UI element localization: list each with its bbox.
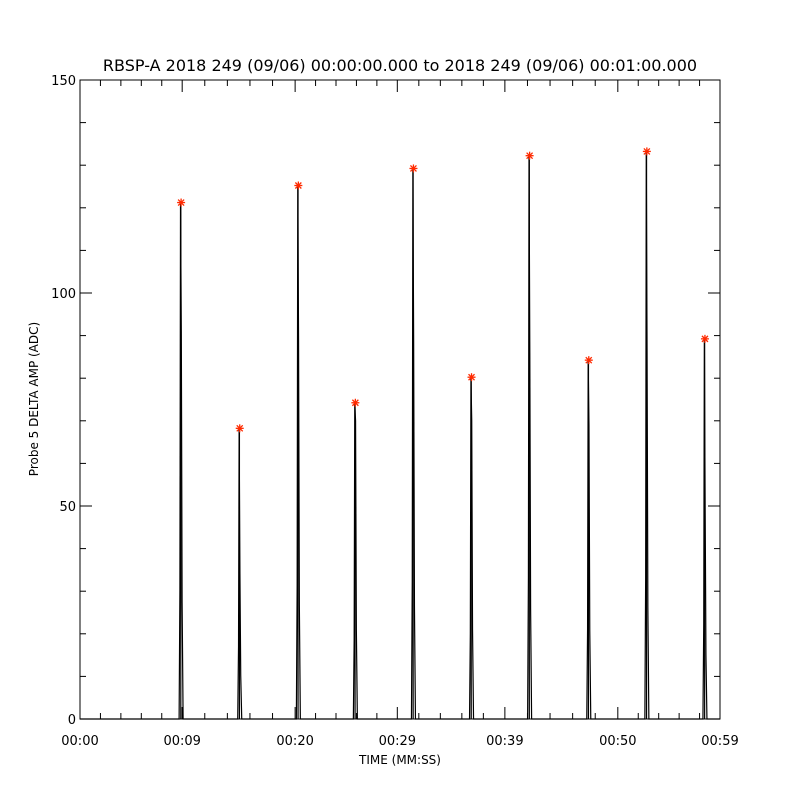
x-tick-label: 00:59 [701,734,738,749]
peak-marker [177,198,186,207]
x-tick-label: 00:20 [276,734,313,749]
y-tick-label: 100 [51,287,76,302]
plot-frame [79,79,721,720]
y-tick-label: 0 [68,713,76,728]
peak-marker [584,356,593,365]
peak-marker [409,164,418,173]
peak-marker [351,398,360,407]
x-tick-label: 00:39 [486,734,523,749]
y-axis-label: Probe 5 DELTA AMP (ADC) [27,322,41,476]
peak-marker [700,334,709,343]
x-tick-label: 00:09 [163,734,200,749]
x-tick-label: 00:50 [599,734,636,749]
peak-marker [294,181,303,190]
y-tick-label: 150 [51,74,76,89]
pulse-trace-line [80,152,720,720]
peak-marker [235,424,244,433]
chart-title: RBSP-A 2018 249 (09/06) 00:00:00.000 to … [103,56,697,75]
x-axis-label: TIME (MM:SS) [358,753,441,767]
peak-marker [642,147,651,156]
y-tick-label: 50 [59,500,76,515]
x-tick-label: 00:00 [61,734,98,749]
x-tick-label: 00:29 [379,734,416,749]
peak-marker [467,373,476,382]
peak-marker [525,151,534,160]
